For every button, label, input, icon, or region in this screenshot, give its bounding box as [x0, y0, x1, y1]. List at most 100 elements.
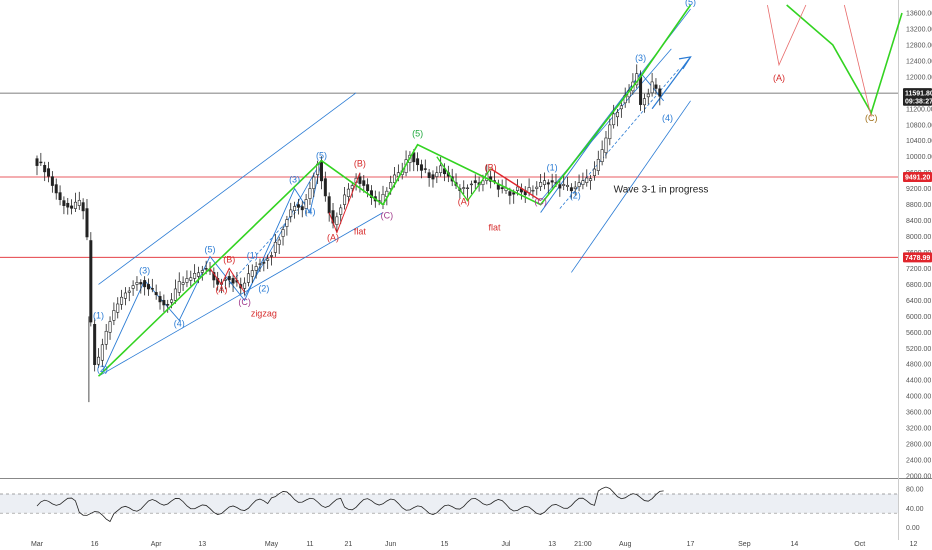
candle-body-74	[319, 160, 323, 182]
time-tick-6: 21	[345, 541, 353, 548]
candle-body-41	[193, 273, 197, 279]
price-badge-text-3: 7478.99	[905, 255, 930, 262]
price-axis[interactable]: 13600.00 13200.00 12800.00 12400.00 12000.00…	[906, 11, 932, 481]
time-tick-4: May	[265, 541, 279, 548]
candle-body-21	[116, 303, 120, 313]
candle-body-28	[143, 280, 147, 288]
time-tick-17: 12	[910, 541, 918, 548]
red-wave-a	[490, 168, 541, 202]
candle-body-15	[93, 324, 97, 365]
annotation-0: Wave 3-1 in progress	[614, 185, 709, 196]
price-tick-29: 2000.00	[906, 474, 931, 481]
oscillator-axis: 80.00 40.00 0.00	[906, 487, 924, 532]
candle-body-3	[47, 168, 51, 177]
price-badge-2	[903, 171, 932, 182]
time-tick-7: Jun	[385, 541, 396, 548]
time-tick-16: Oct	[854, 541, 865, 548]
candle-body-63	[277, 239, 281, 245]
channel-lower-2	[571, 100, 691, 273]
candle-body-25	[131, 285, 135, 289]
wave-label-3: (4)	[174, 318, 185, 328]
price-badge-3	[903, 252, 932, 263]
candle-body-38	[181, 282, 185, 285]
candle-body-16	[97, 356, 101, 365]
candle-body-12	[81, 202, 85, 212]
wave-label-24: (2)	[570, 191, 581, 201]
candle-body-138	[566, 184, 570, 187]
candle-body-79	[339, 207, 343, 215]
candle-body-68	[296, 204, 300, 208]
candle-body-100	[419, 164, 423, 171]
candle-body-80	[343, 194, 347, 205]
candle-body-32	[158, 296, 162, 303]
candle-body-149	[608, 124, 612, 140]
candle-body-1	[39, 161, 43, 164]
time-tick-5: 11	[306, 541, 313, 548]
wave-label-21: flat	[488, 223, 501, 233]
price-badge-1	[903, 95, 932, 106]
candle-body-50	[227, 276, 231, 281]
price-tick-7: 10800.00	[906, 122, 932, 129]
candle-body-120	[496, 184, 500, 190]
candle-body-56	[250, 270, 254, 277]
candle-body-60	[266, 258, 270, 261]
wave-labels: (1) (2) (3) (4) (5) (B) (A) (C) (1) (2) zigzag (3) (…	[93, 0, 877, 374]
wave-label-14: (A)	[327, 233, 339, 243]
price-tick-26: 3200.00	[906, 426, 931, 433]
price-tick-9: 10000.00	[906, 154, 932, 161]
candle-body-87	[369, 190, 373, 198]
main-pane[interactable]	[0, 0, 898, 478]
candle-body-157	[639, 76, 643, 105]
candle-body-31	[154, 292, 158, 296]
time-axis[interactable]: Mar 16 Apr 13 May 11 21 Jun 15 Jul 13 21:00 Aug 17 Sep…	[31, 541, 918, 548]
channel-lower-1	[98, 212, 384, 377]
candle-body-103	[431, 174, 435, 180]
wave-label-26: (4)	[662, 113, 673, 123]
candle-body-92	[389, 182, 393, 189]
red-projection-2	[843, 4, 872, 117]
osc-tick-0: 80.00	[906, 487, 924, 494]
candle-body-9	[70, 205, 74, 209]
wave-label-12: (4)	[304, 207, 315, 217]
candle-body-152	[619, 105, 623, 110]
time-tick-15: 14	[790, 541, 798, 548]
candle-body-137	[562, 184, 566, 186]
candle-body-131	[539, 182, 543, 187]
candle-body-124	[512, 192, 516, 195]
candle-body-61	[270, 255, 274, 257]
time-tick-9: Jul	[502, 541, 511, 548]
oscillator-band	[0, 494, 898, 514]
wave-drawings	[97, 4, 903, 377]
candle-body-140	[573, 186, 577, 189]
candle-body-62	[273, 241, 277, 253]
candle-body-143	[585, 177, 589, 183]
wave-label-11: (3)	[289, 175, 300, 185]
osc-tick-1: 40.00	[906, 506, 924, 513]
wave-label-20: (B)	[485, 163, 497, 173]
candle-body-147	[600, 149, 604, 162]
candle-body-39	[185, 278, 189, 283]
red-projection-1	[767, 4, 807, 67]
candle-body-29	[146, 284, 150, 290]
price-badge-0	[903, 88, 932, 99]
price-tick-11: 9200.00	[906, 186, 931, 193]
candle-body-24	[127, 290, 131, 293]
green-wave-b	[436, 156, 492, 202]
candle-body-18	[104, 330, 108, 345]
candle-body-55	[246, 273, 250, 283]
wave-label-15: (B)	[354, 159, 366, 169]
price-tick-13: 8400.00	[906, 218, 931, 225]
wave-label-25: (3)	[635, 53, 646, 63]
candle-body-112	[466, 187, 470, 189]
projection-arrow	[651, 56, 692, 110]
candle-body-8	[66, 202, 70, 208]
price-tick-18: 6400.00	[906, 298, 931, 305]
oscillator-pane	[36, 486, 664, 523]
price-tick-24: 4000.00	[906, 394, 931, 401]
candle-body-72	[312, 176, 316, 189]
candle-body-85	[362, 180, 366, 186]
candle-body-20	[112, 310, 116, 321]
candle-body-104	[435, 172, 439, 177]
candle-body-33	[162, 300, 166, 306]
